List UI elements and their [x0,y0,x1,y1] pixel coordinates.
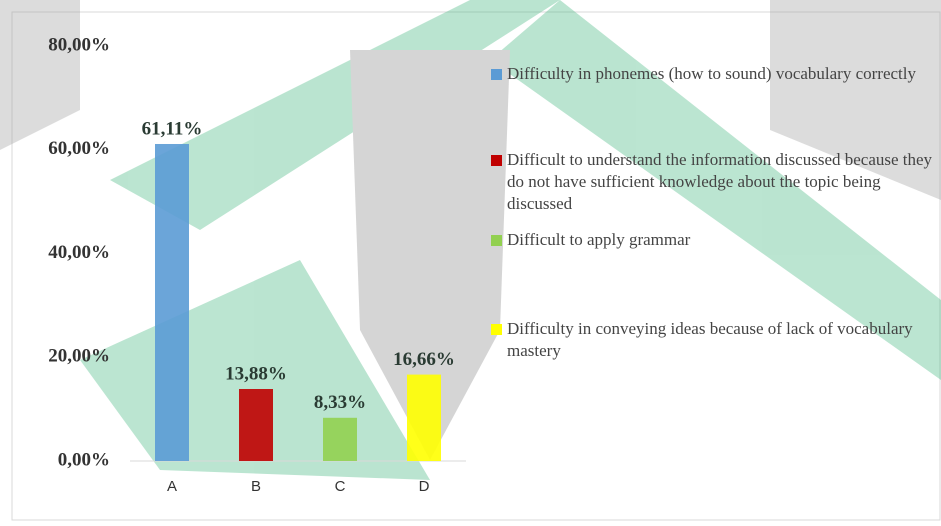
legend-swatch [491,324,502,335]
legend-label: Difficulty in conveying ideas because of… [507,319,913,360]
legend-swatch [491,155,502,166]
y-tick-label: 0,00% [58,449,110,470]
value-label: 8,33% [314,392,366,413]
legend-label: Difficult to apply grammar [507,230,691,249]
y-tick-label: 60,00% [48,138,110,159]
bar [155,143,189,461]
x-tick-label: A [167,478,177,495]
bar [239,388,273,461]
legend-label: Difficulty in phonemes (how to sound) vo… [507,64,916,83]
bar [407,374,441,461]
legend-swatch [491,235,502,246]
legend-label: Difficult to understand the information … [507,150,933,213]
x-tick-label: D [419,478,430,495]
y-tick-label: 80,00% [48,34,110,55]
legend-swatch [491,69,502,80]
watermark [0,0,941,480]
value-label: 16,66% [393,349,455,370]
y-tick-label: 40,00% [48,242,110,263]
value-label: 13,88% [225,363,287,384]
bar [323,417,357,461]
x-tick-label: B [251,478,261,495]
value-label: 61,11% [142,118,203,139]
chart-border [11,11,941,521]
y-tick-label: 20,00% [48,346,110,367]
x-tick-label: C [335,478,346,495]
